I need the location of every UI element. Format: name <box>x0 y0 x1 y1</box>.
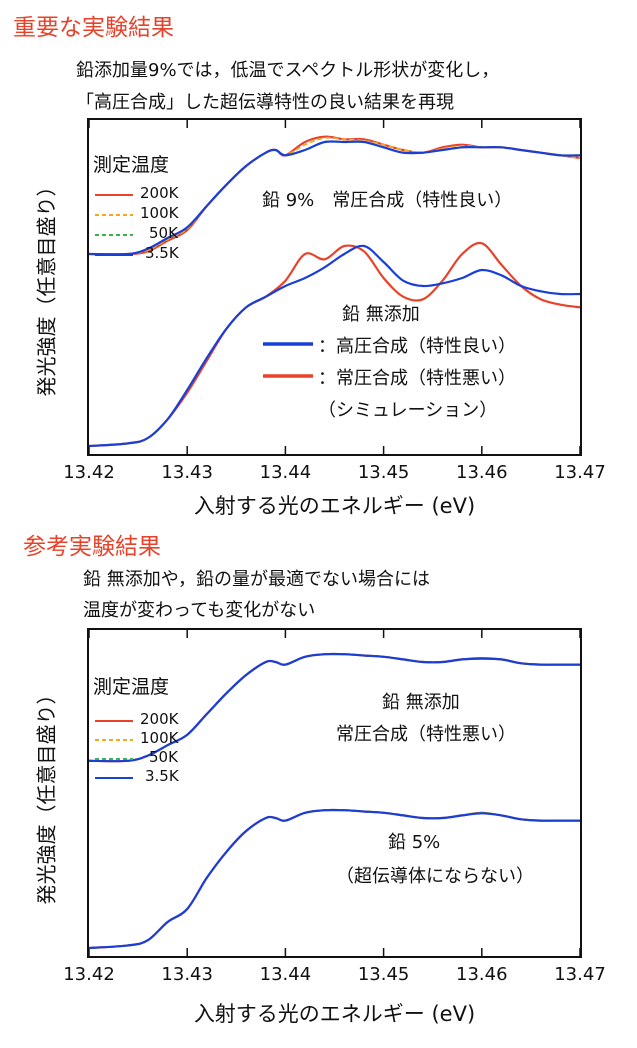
chart1-xtick-label: 13.42 <box>63 462 115 483</box>
chart2-xlabel: 入射する光のエネルギー (eV) <box>193 1002 476 1026</box>
chart2-legend-label-100k: 100K <box>140 729 179 747</box>
chart1-annotation-high-pressure: ：高圧合成（特性良い） <box>318 336 516 357</box>
section2-heading: 参考実験結果 <box>23 534 161 560</box>
chart1-legend-title: 測定温度 <box>93 154 170 176</box>
chart1-series-line-5 <box>88 244 581 448</box>
section1-caption-line1: 鉛添加量9%では，低温でスペクトル形状が変化し， <box>76 60 500 81</box>
chart2-legend-label-50k: 50K <box>149 748 178 766</box>
chart1-annotation-none-title: 鉛 無添加 <box>342 304 420 325</box>
chart2-series-line-3 <box>88 652 580 763</box>
section2-caption-line1: 鉛 無添加や，鉛の量が最適でない場合には <box>83 569 430 590</box>
chart1-xtick-label: 13.47 <box>554 462 606 483</box>
chart2-xtick-label: 13.42 <box>63 964 115 985</box>
section1-caption-line2: 「高圧合成」した超伝導特性の良い結果を再現 <box>76 92 454 113</box>
chart2-ylabel: 発光強度（任意目盛り） <box>34 684 59 905</box>
chart2-legend-label-3p5k: 3.5K <box>145 767 179 785</box>
chart1-annotation-ambient-pressure: ：常圧合成（特性悪い） <box>318 368 516 389</box>
chart2-xtick-label: 13.46 <box>456 964 508 985</box>
chart2-annotation-pb5: 鉛 5% <box>388 832 441 853</box>
chart1-xlabel: 入射する光のエネルギー (eV) <box>193 494 476 518</box>
chart1-xtick-label: 13.45 <box>358 462 410 483</box>
chart2-legend-title: 測定温度 <box>93 676 170 698</box>
chart2-frame <box>87 628 582 958</box>
chart2-xtick-label: 13.45 <box>358 964 410 985</box>
chart2-annotation-pb5-note: （超伝導体にならない） <box>336 866 534 887</box>
chart1-legend-label-100k: 100K <box>140 204 179 222</box>
chart2-annotation-none-title: 鉛 無添加 <box>382 692 460 713</box>
chart1-series-line-3 <box>88 140 581 256</box>
chart2-xtick-label: 13.43 <box>161 964 213 985</box>
chart1-legend-label-50k: 50K <box>149 224 178 242</box>
chart2-annotation-ambient: 常圧合成（特性悪い） <box>336 724 516 745</box>
chart1-legend-label-3p5k: 3.5K <box>145 244 179 262</box>
chart2-xtick-label: 13.47 <box>554 964 606 985</box>
chart1-legend-label-200k: 200K <box>140 184 179 202</box>
chart1-xtick-label: 13.46 <box>456 462 508 483</box>
section1-heading: 重要な実験結果 <box>13 15 174 41</box>
chart1-annotation-pb9: 鉛 9% 常圧合成（特性良い） <box>262 190 513 211</box>
chart2-xtick-label: 13.44 <box>260 964 312 985</box>
chart2-series-line-7 <box>88 808 580 950</box>
chart1-xtick-label: 13.43 <box>161 462 213 483</box>
chart1-series-line-4 <box>88 241 581 448</box>
chart1-frame <box>87 118 582 456</box>
chart1-annotation-simulation: （シミュレーション） <box>318 400 498 421</box>
chart2-legend-label-200k: 200K <box>140 710 179 728</box>
section2-caption-line2: 温度が変わっても変化がない <box>83 600 316 621</box>
chart1-xtick-label: 13.44 <box>260 462 312 483</box>
